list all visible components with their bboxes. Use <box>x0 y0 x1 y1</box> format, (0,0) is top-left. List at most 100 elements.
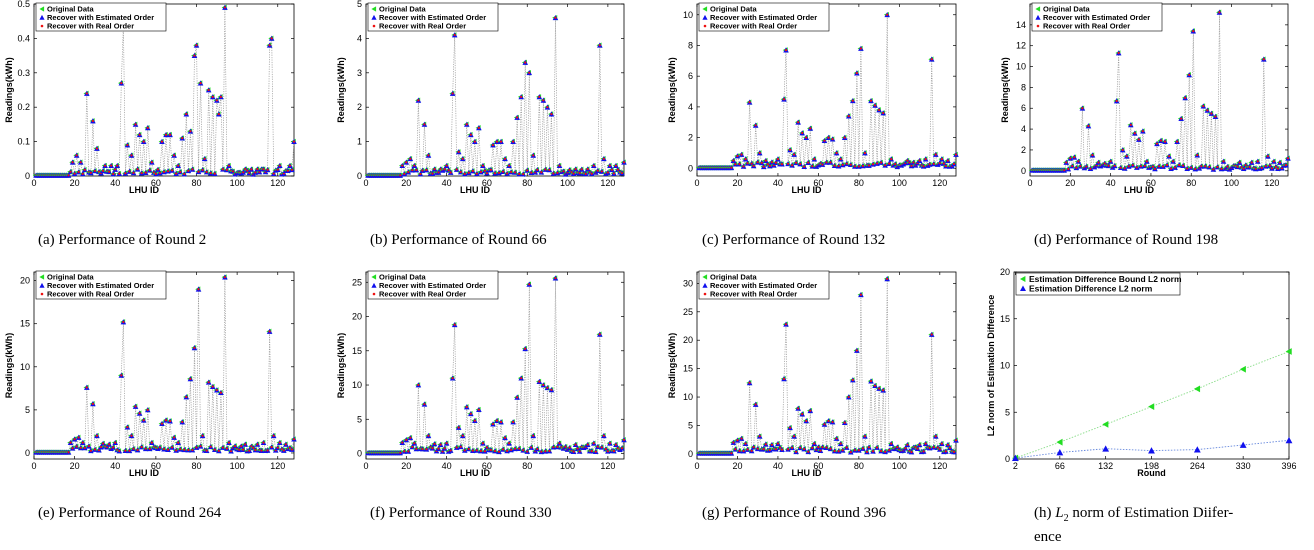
point-recover-real-order <box>87 445 90 448</box>
point-recover-real-order <box>124 449 127 452</box>
point-recover-real-order <box>103 164 107 167</box>
point-recover-real-order <box>262 168 265 171</box>
y-axis-label: Readings(kWh) <box>1000 57 1010 123</box>
point-recover-real-order <box>546 106 549 109</box>
point-recover-real-order <box>497 450 501 453</box>
chart-panel-b: 0 1 2 3 4 5 0 20 40 60 80 100 120 LHU ID Readings(kWh)… <box>336 0 627 195</box>
point-recover-real-order <box>516 116 519 119</box>
y-tick-label: 0 <box>357 449 362 459</box>
point-recover-real-order <box>189 130 192 133</box>
x-tick-label: 132 <box>1098 461 1113 471</box>
y-tick-label: 0 <box>688 163 693 173</box>
point-recover-real-order <box>795 450 798 453</box>
point-recover-real-order <box>742 449 745 453</box>
caption-c: (c) Performance of Round 132 <box>702 231 885 249</box>
point-recover-real-order <box>622 438 626 441</box>
point-recover-real-order <box>871 163 875 166</box>
point-recover-real-order <box>124 172 127 175</box>
point-recover-real-order <box>479 170 482 174</box>
point-recover-real-order <box>463 449 466 452</box>
legend-entry: Recover with Real Order <box>47 290 134 299</box>
point-recover-real-order <box>213 172 216 175</box>
point-recover-real-order <box>592 442 595 445</box>
point-recover-real-order <box>730 452 733 455</box>
point-recover-real-order <box>1268 164 1271 167</box>
point-recover-real-order <box>740 437 743 440</box>
point-recover-real-order <box>952 162 956 166</box>
point-recover-real-order <box>835 437 838 440</box>
point-recover-real-order <box>867 164 871 167</box>
point-recover-real-order <box>855 349 858 352</box>
x-tick-label: 0 <box>363 178 368 188</box>
point-recover-real-order <box>503 436 507 439</box>
point-recover-real-order <box>272 434 275 437</box>
legend-box <box>367 2 499 32</box>
point-recover-real-order <box>606 450 609 453</box>
point-recover-real-order <box>1180 117 1183 120</box>
point-recover-real-order <box>823 423 826 426</box>
x-tick-label: 120 <box>932 461 947 471</box>
point-recover-real-order <box>572 172 575 175</box>
point-recover-real-order <box>219 95 222 98</box>
legend-bound-icon <box>1020 276 1026 282</box>
point-recover-real-order <box>292 140 296 143</box>
point-recover-real-order <box>1145 160 1149 163</box>
legend-original-icon <box>702 6 708 12</box>
point-recover-real-order <box>183 172 186 176</box>
point-recover-real-order <box>859 47 862 50</box>
point-recover-real-order <box>774 448 778 451</box>
x-axis-label: LHU ID <box>460 185 490 195</box>
point-recover-real-order <box>501 170 505 173</box>
point-recover-real-order <box>1075 166 1078 169</box>
point-recover-real-order <box>752 164 755 168</box>
legend-entry: Original Data <box>710 273 758 282</box>
point-recover-real-order <box>495 140 499 143</box>
legend-entry: Original Data <box>379 5 427 14</box>
x-tick-label: 20 <box>70 178 80 188</box>
point-recover-real-order <box>1236 165 1239 168</box>
point-recover-real-order <box>181 420 184 424</box>
point-recover-real-order <box>201 434 204 437</box>
point-recover-real-order <box>483 450 487 453</box>
point-recover-real-order <box>849 163 852 166</box>
point-recover-real-order <box>791 164 794 167</box>
legend-entry: Recover with Real Order <box>1043 22 1130 31</box>
point-recover-real-order <box>419 172 422 176</box>
point-recover-real-order <box>89 449 92 452</box>
point-recover-real-order <box>449 171 452 174</box>
point-recover-real-order <box>803 165 806 168</box>
point-recover-real-order <box>600 170 603 173</box>
point-recover-real-order <box>211 385 214 388</box>
point-recover-real-order <box>574 443 577 446</box>
point-recover-real-order <box>505 172 509 175</box>
y-tick-label: 4 <box>357 33 362 43</box>
point-recover-real-order <box>499 420 503 424</box>
x-tick-label: 60 <box>151 178 161 188</box>
point-recover-real-order <box>1204 165 1207 168</box>
point-recover-real-order <box>175 449 178 452</box>
point-recover-real-order <box>584 172 587 175</box>
point-recover-real-order <box>782 377 786 380</box>
point-recover-real-order <box>954 153 958 156</box>
caption-text: Performance of Round 66 <box>391 232 547 248</box>
point-recover-real-order <box>906 159 909 162</box>
point-recover-real-order <box>936 446 939 449</box>
point-recover-real-order <box>918 159 921 162</box>
series-line <box>1032 12 1289 171</box>
point-recover-real-order <box>924 442 927 445</box>
point-recover-real-order <box>417 383 420 387</box>
point-recover-real-order <box>805 419 808 423</box>
point-recover-real-order <box>225 447 229 450</box>
point-recover-real-order <box>1143 164 1146 167</box>
point-recover-real-order <box>801 131 804 135</box>
point-recover-real-order <box>118 449 121 453</box>
y-axis-label: Readings(kWh) <box>667 333 677 399</box>
point-recover-real-order <box>136 448 139 452</box>
point-recover-real-order <box>217 449 220 452</box>
y-axis-label: L2 norm of Estimation Difference <box>986 295 996 437</box>
point-recover-real-order <box>282 449 285 452</box>
point-recover-real-order <box>69 441 72 444</box>
point-recover-real-order <box>558 164 561 167</box>
point-recover-real-order <box>409 157 412 160</box>
